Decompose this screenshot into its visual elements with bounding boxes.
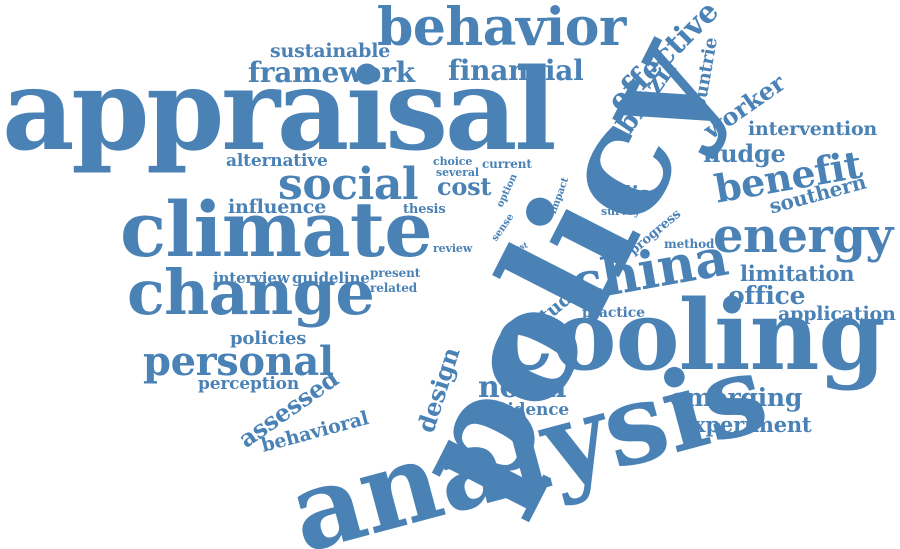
word-emerging: emerging: [670, 383, 803, 412]
word-energy: energy: [713, 208, 893, 264]
word-interview: interview: [213, 269, 290, 287]
word-related: related: [370, 281, 418, 295]
word-intervention: intervention: [748, 118, 878, 140]
word-present: present: [370, 266, 421, 280]
word-survey: survey: [601, 205, 641, 218]
word-cost: cost: [437, 172, 492, 201]
word-social: social: [278, 159, 419, 210]
word-practice: practice: [582, 305, 645, 321]
word-cooling: cooling: [495, 279, 886, 392]
word-appraisal: appraisal: [2, 45, 557, 176]
word-india: india: [596, 181, 652, 205]
word-perception: perception: [198, 374, 300, 394]
word-limitation: limitation: [740, 261, 855, 286]
word-influence: influence: [228, 196, 327, 218]
word-review: review: [433, 242, 473, 255]
word-choice: choice: [433, 155, 473, 168]
word-guideline: guideline: [292, 269, 370, 287]
word-climate: climate: [120, 185, 433, 274]
word-several: several: [436, 166, 479, 179]
word-framework: framework: [248, 56, 415, 89]
word-evidence: evidence: [487, 400, 570, 420]
word-financial: financial: [448, 54, 584, 87]
word-alternative: alternative: [226, 151, 328, 171]
word-current: current: [482, 157, 532, 171]
word-change: change: [127, 256, 375, 329]
word-thesis: thesis: [403, 202, 446, 217]
word-policies: policies: [230, 328, 307, 349]
word-experiment: experiment: [680, 412, 812, 437]
word-sustainable: sustainable: [270, 40, 391, 62]
word-behavior: behavior: [377, 0, 626, 58]
word-method: method: [664, 237, 715, 251]
word-office: office: [728, 281, 806, 310]
word-application: application: [778, 303, 896, 325]
word-personal: personal: [143, 338, 334, 385]
word-norm: norm: [478, 370, 567, 405]
word-nudge: nudge: [703, 139, 786, 168]
